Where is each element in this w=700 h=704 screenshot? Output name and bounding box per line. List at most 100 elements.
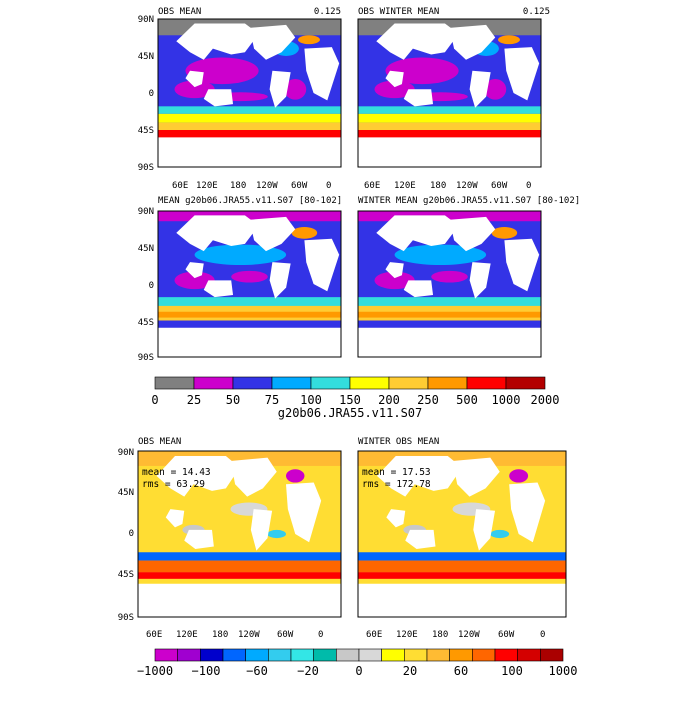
colorbar-segment	[200, 648, 224, 662]
colorbar-segment	[271, 376, 312, 390]
colorbar-bottom: −1000 −100 −60 −20 0 20 60 100 1000	[137, 648, 578, 678]
panel-model-winter-mean: WINTER MEAN g20b06.JRA55.v11.S07 [80-102…	[357, 196, 580, 358]
lon-tick: 180	[230, 181, 246, 191]
panel-title: WINTER OBS MEAN	[358, 437, 439, 447]
colorbar-segment	[268, 648, 292, 662]
colorbar-label: 25	[187, 393, 201, 407]
axis-labels: 90N 45N 0 45S 90S 90N 45N 0 45S 90S 90N …	[118, 15, 546, 640]
panel-title: WINTER MEAN g20b06.JRA55.v11.S07 [80-102…	[358, 196, 580, 206]
lon-tick: 120W	[458, 630, 480, 640]
colorbar-label: 100	[300, 393, 322, 407]
colorbar-top: 0 25 50 75 100 150 200 250 500 1000 2000	[151, 376, 560, 407]
colorbar-segment	[193, 376, 234, 390]
colorbar-segment	[449, 648, 473, 662]
lon-tick: 0	[326, 181, 331, 191]
lon-tick: 180	[432, 630, 448, 640]
lon-tick: 180	[430, 181, 446, 191]
panel-right-label: 0.125	[314, 7, 341, 17]
lat-tick: 90S	[138, 353, 154, 363]
colorbar-segment	[517, 648, 541, 662]
colorbar-segment	[222, 648, 246, 662]
lat-tick: 45N	[138, 244, 154, 254]
lat-tick: 90S	[118, 613, 134, 623]
colorbar-segment	[404, 648, 428, 662]
colorbar-label: 20	[403, 664, 417, 678]
colorbar-label: 50	[226, 393, 240, 407]
colorbar-segment	[472, 648, 496, 662]
colorbar-label: 0	[355, 664, 362, 678]
colorbar-label: −100	[192, 664, 221, 678]
lat-tick: 90S	[138, 163, 154, 173]
lon-tick: 60W	[277, 630, 294, 640]
lat-tick: 45S	[138, 318, 154, 328]
colorbar-label: 1000	[492, 393, 521, 407]
colorbar-label: 100	[501, 664, 523, 678]
colorbar-segment	[336, 648, 360, 662]
lon-tick: 60E	[364, 181, 380, 191]
colorbar-segment	[154, 376, 195, 390]
colorbar-segment	[388, 376, 429, 390]
lon-tick: 60W	[291, 181, 308, 191]
lat-tick: 0	[149, 89, 154, 99]
lon-tick: 120E	[196, 181, 218, 191]
colorbar-segment	[245, 648, 269, 662]
panel-model-mean: MEAN g20b06.JRA55.v11.S07 [80-102]	[157, 196, 342, 358]
colorbar-segment	[381, 648, 405, 662]
lat-tick: 0	[149, 281, 154, 291]
lon-tick: 120W	[456, 181, 478, 191]
colorbar-label: 0	[151, 393, 158, 407]
panel-diff-obs-mean: OBS MEAN mean = 14.43 rms = 63.29	[137, 437, 342, 618]
lon-tick: 120E	[176, 630, 198, 640]
colorbar-title: g20b06.JRA55.v11.S07	[278, 406, 423, 420]
rms-stat: rms = 172.78	[362, 479, 431, 490]
colorbar-label: 150	[339, 393, 361, 407]
colorbar-segment	[426, 648, 450, 662]
colorbar-segment	[177, 648, 201, 662]
colorbar-label: 200	[378, 393, 400, 407]
lon-ticks-bottom: 60E 120E 180 120W 60W 0 60E 120E 180 120…	[146, 630, 545, 640]
colorbar-segment	[310, 376, 351, 390]
mean-stat: mean = 17.53	[362, 467, 431, 478]
lon-tick: 0	[526, 181, 531, 191]
lat-tick: 90N	[118, 448, 134, 458]
lon-tick: 120W	[256, 181, 278, 191]
lon-tick: 120E	[396, 630, 418, 640]
colorbar-segment	[290, 648, 314, 662]
lat-tick: 45S	[118, 570, 134, 580]
panel-title: OBS WINTER MEAN	[358, 7, 439, 17]
colorbar-label: 2000	[531, 393, 560, 407]
panel-obs-mean: OBS MEAN 0.125	[157, 7, 342, 168]
mean-stat: mean = 14.43	[142, 467, 211, 478]
lat-tick: 45N	[118, 488, 134, 498]
lon-tick: 60E	[172, 181, 188, 191]
lat-tick: 90N	[138, 207, 154, 217]
lon-tick: 120E	[394, 181, 416, 191]
lon-tick: 60W	[498, 630, 515, 640]
panel-right-label: 0.125	[523, 7, 550, 17]
lon-tick: 0	[318, 630, 323, 640]
lon-tick: 60E	[366, 630, 382, 640]
lon-tick: 180	[212, 630, 228, 640]
lat-tick: 45N	[138, 52, 154, 62]
colorbar-label: 1000	[549, 664, 578, 678]
colorbar-segment	[427, 376, 468, 390]
colorbar-segment	[540, 648, 564, 662]
colorbar-label: 500	[456, 393, 478, 407]
colorbar-segment	[349, 376, 390, 390]
colorbar-label: 250	[417, 393, 439, 407]
colorbar-label: −1000	[137, 664, 173, 678]
lat-tick: 90N	[138, 15, 154, 25]
colorbar-segment	[494, 648, 518, 662]
colorbar-label: −60	[246, 664, 268, 678]
panel-obs-winter-mean: OBS WINTER MEAN 0.125	[357, 7, 550, 168]
lon-tick: 0	[540, 630, 545, 640]
lon-tick: 120W	[238, 630, 260, 640]
colorbar-segment	[358, 648, 382, 662]
colorbar-label: −20	[297, 664, 319, 678]
lat-tick: 45S	[138, 126, 154, 136]
colorbar-segment	[232, 376, 273, 390]
panel-title: OBS MEAN	[138, 437, 181, 447]
lon-ticks-top: 60E 120E 180 120W 60W 0 60E 120E 180 120…	[172, 181, 531, 191]
colorbar-segment	[505, 376, 546, 390]
